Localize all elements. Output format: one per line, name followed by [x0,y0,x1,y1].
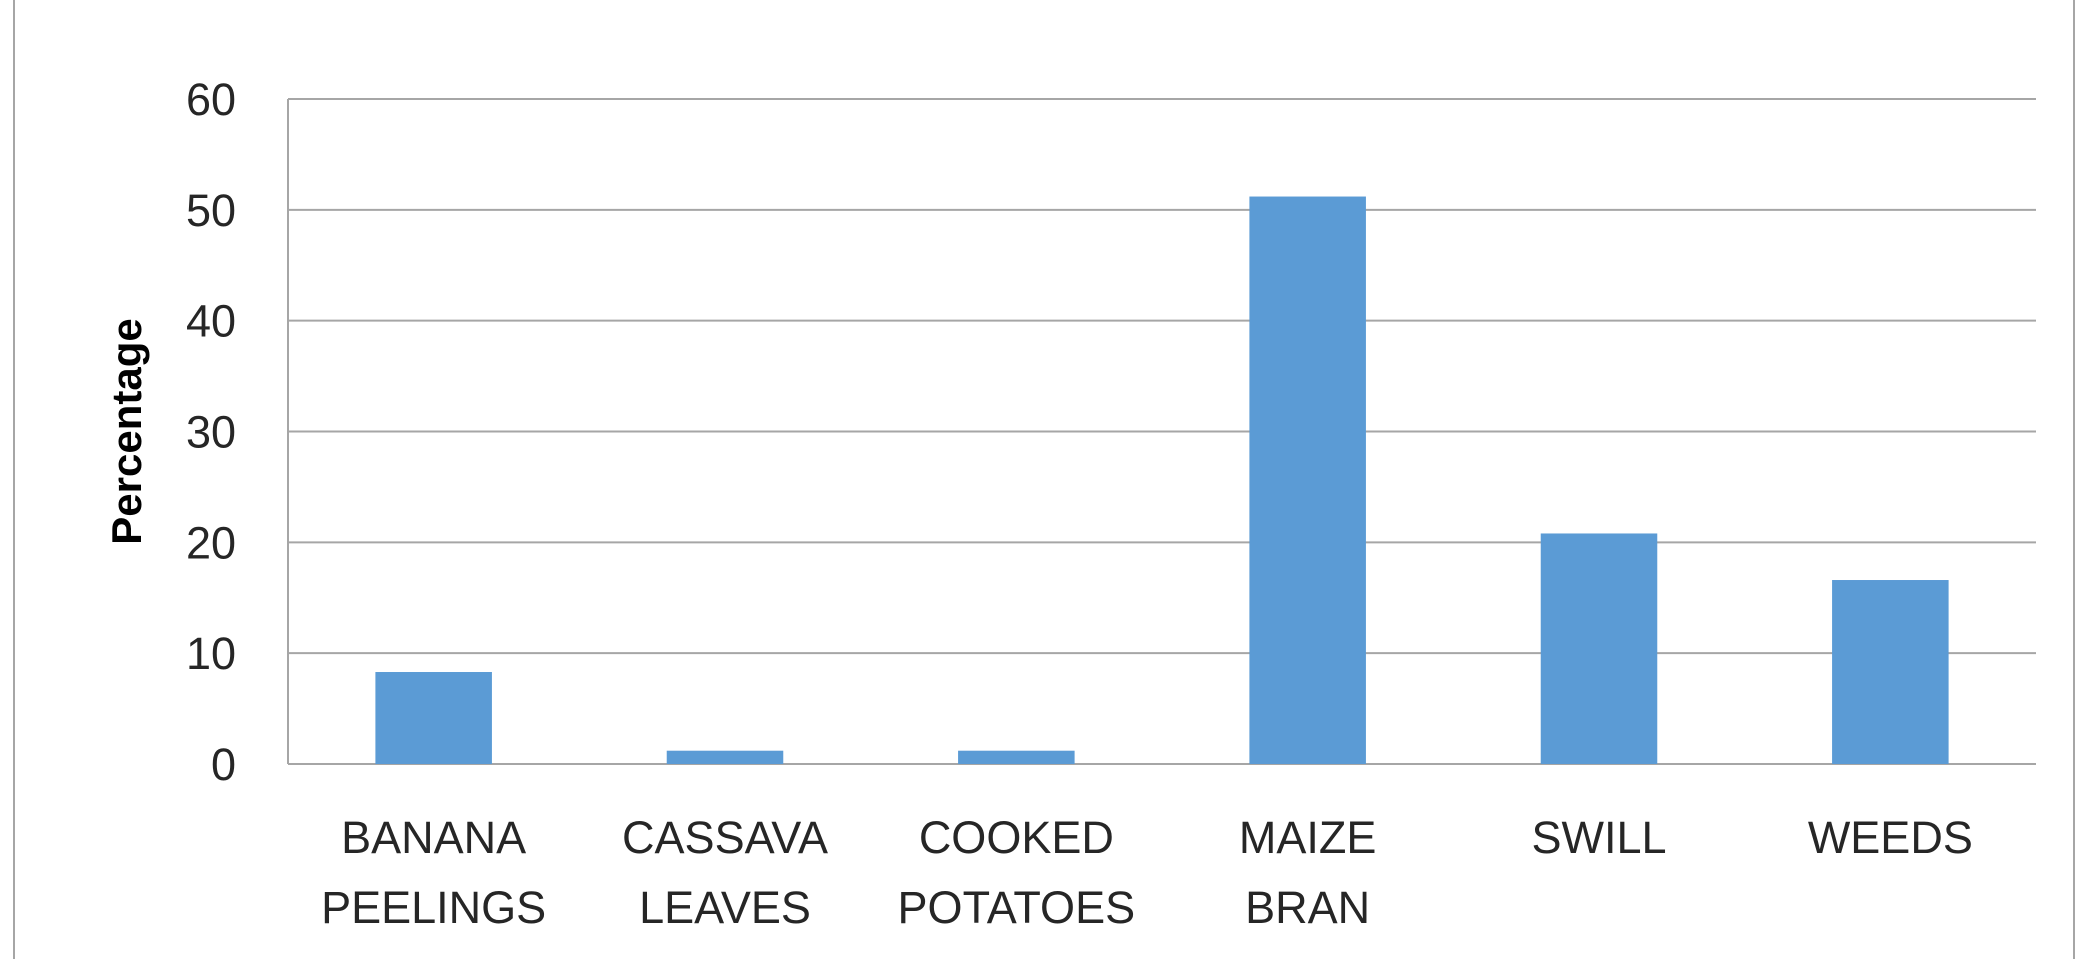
y-axis-title: Percentage [103,318,150,544]
x-axis-categories: BANANA PEELINGS CASSAVA LEAVES COOKED POTATOE… [321,812,1973,933]
y-tick-label: 40 [186,296,236,347]
x-category-label: CASSAVA LEAVES [622,812,828,933]
x-category-label: MAIZE BRAN [1239,812,1377,933]
bar [375,672,492,764]
y-tick-label: 20 [186,517,236,568]
y-axis-ticks: 0 10 20 30 40 50 60 [186,74,236,790]
bar [1832,580,1949,764]
y-tick-label: 50 [186,185,236,236]
bars [375,196,1949,765]
x-category-label: SWILL [1531,812,1666,863]
x-category-label: BANANA PEELINGS [321,812,546,933]
bar [666,750,784,764]
y-tick-label: 30 [186,407,236,458]
y-tick-label: 0 [211,739,236,790]
x-category-label: WEEDS [1808,812,1973,863]
bar [1540,533,1658,764]
y-tick-label: 10 [186,628,236,679]
bar [1249,196,1366,765]
x-category-label: COOKED POTATOES [898,812,1136,933]
bar [958,750,1075,764]
gridlines [287,98,2036,765]
chart-area-border [13,0,2075,959]
y-tick-label: 60 [186,74,236,125]
